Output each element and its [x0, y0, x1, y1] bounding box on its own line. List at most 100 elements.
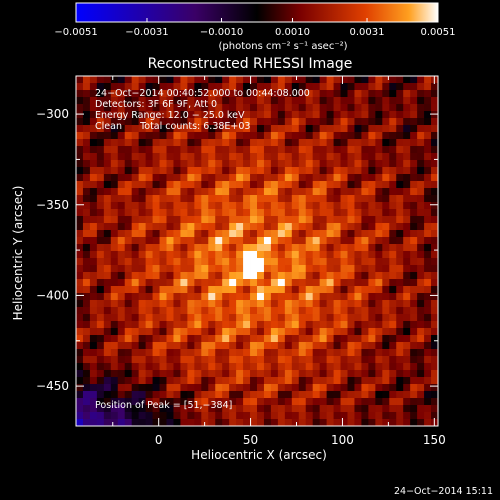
heatmap-pixel: [410, 286, 418, 294]
heatmap-pixel: [215, 202, 223, 210]
heatmap-pixel: [257, 181, 265, 189]
heatmap-pixel: [103, 174, 112, 182]
heatmap-pixel: [347, 251, 355, 259]
heatmap-pixel: [417, 314, 425, 322]
heatmap-pixel: [333, 167, 341, 175]
heatmap-pixel: [354, 125, 362, 133]
heatmap-pixel: [145, 335, 153, 343]
heatmap-pixel: [103, 384, 112, 392]
heatmap-pixel: [82, 272, 91, 280]
heatmap-pixel: [389, 104, 397, 112]
heatmap-pixel: [159, 412, 167, 420]
heatmap-pixel: [194, 419, 202, 427]
heatmap-pixel: [82, 279, 91, 287]
heatmap-pixel: [326, 146, 334, 154]
heatmap-pixel: [208, 139, 216, 147]
heatmap-pixel: [89, 139, 98, 147]
heatmap-pixel: [222, 230, 230, 238]
heatmap-pixel: [110, 160, 119, 168]
heatmap-pixel: [403, 258, 411, 266]
heatmap-pixel: [368, 398, 376, 406]
heatmap-pixel: [284, 174, 293, 182]
heatmap-pixel: [312, 125, 321, 133]
heatmap-pixel: [159, 160, 167, 168]
heatmap-pixel: [117, 223, 126, 231]
heatmap-pixel: [431, 370, 439, 378]
heatmap-pixel: [166, 293, 174, 301]
heatmap-pixel: [222, 209, 230, 217]
heatmap-pixel: [375, 391, 383, 399]
y-axis-label: Heliocentric Y (arcsec): [11, 186, 25, 321]
heatmap-pixel: [250, 160, 258, 168]
heatmap-pixel: [208, 307, 216, 315]
heatmap-pixel: [208, 370, 216, 378]
heatmap-pixel: [396, 293, 404, 301]
heatmap-pixel: [89, 76, 98, 84]
heatmap-pixel: [96, 181, 105, 189]
heatmap-pixel: [236, 160, 244, 168]
heatmap-pixel: [76, 83, 84, 91]
heatmap-pixel: [340, 146, 348, 154]
heatmap-pixel: [76, 90, 84, 98]
heatmap-pixel: [257, 356, 265, 364]
heatmap-pixel: [222, 307, 230, 315]
heatmap-pixel: [194, 307, 202, 315]
heatmap-pixel: [138, 160, 147, 168]
heatmap-pixel: [208, 83, 216, 91]
heatmap-pixel: [82, 181, 91, 189]
heatmap-pixel: [138, 335, 147, 343]
heatmap-pixel: [291, 216, 300, 224]
heatmap-pixel: [354, 132, 362, 140]
heatmap-pixel: [368, 335, 376, 343]
heatmap-pixel: [340, 412, 348, 420]
heatmap-pixel: [305, 223, 314, 231]
heatmap-pixel: [76, 244, 84, 252]
heatmap-pixel: [354, 300, 362, 308]
heatmap-pixel: [333, 384, 341, 392]
heatmap-pixel: [340, 398, 348, 406]
heatmap-pixel: [382, 314, 390, 322]
heatmap-pixel: [312, 405, 321, 413]
heatmap-pixel: [326, 83, 334, 91]
heatmap-pixel: [368, 111, 376, 119]
heatmap-pixel: [431, 251, 439, 259]
heatmap-pixel: [215, 272, 223, 280]
heatmap-pixel: [305, 328, 314, 336]
heatmap-pixel: [257, 377, 265, 385]
heatmap-pixel: [431, 412, 439, 420]
heatmap-pixel: [76, 405, 84, 413]
heatmap-pixel: [389, 125, 397, 133]
heatmap-pixel: [424, 279, 432, 287]
heatmap-pixel: [166, 97, 174, 105]
heatmap-pixel: [263, 363, 272, 371]
heatmap-pixel: [382, 195, 390, 203]
heatmap-pixel: [368, 405, 376, 413]
heatmap-pixel: [375, 174, 383, 182]
heatmap-pixel: [82, 188, 91, 196]
heatmap-pixel: [361, 202, 369, 210]
heatmap-pixel: [201, 363, 209, 371]
heatmap-pixel: [138, 321, 147, 329]
heatmap-pixel: [403, 412, 411, 420]
heatmap-pixel: [208, 111, 216, 119]
heatmap-pixel: [305, 104, 314, 112]
heatmap-pixel: [361, 237, 369, 245]
heatmap-pixel: [187, 181, 195, 189]
colorbar-tick-label: −0.0051: [54, 27, 97, 38]
heatmap-pixel: [382, 139, 390, 147]
heatmap-pixel: [396, 307, 404, 315]
heatmap-pixel: [431, 265, 439, 273]
heatmap-pixel: [243, 195, 251, 203]
heatmap-pixel: [89, 391, 98, 399]
heatmap-pixel: [333, 391, 341, 399]
heatmap-pixel: [124, 314, 133, 322]
heatmap-pixel: [103, 377, 112, 385]
heatmap-pixel: [347, 76, 355, 84]
heatmap-pixel: [396, 251, 404, 259]
heatmap-pixel: [410, 76, 418, 84]
heatmap-pixel: [270, 195, 279, 203]
heatmap-pixel: [277, 244, 286, 252]
heatmap-pixel: [410, 335, 418, 343]
heatmap-pixel: [180, 286, 188, 294]
heatmap-pixel: [312, 209, 321, 217]
